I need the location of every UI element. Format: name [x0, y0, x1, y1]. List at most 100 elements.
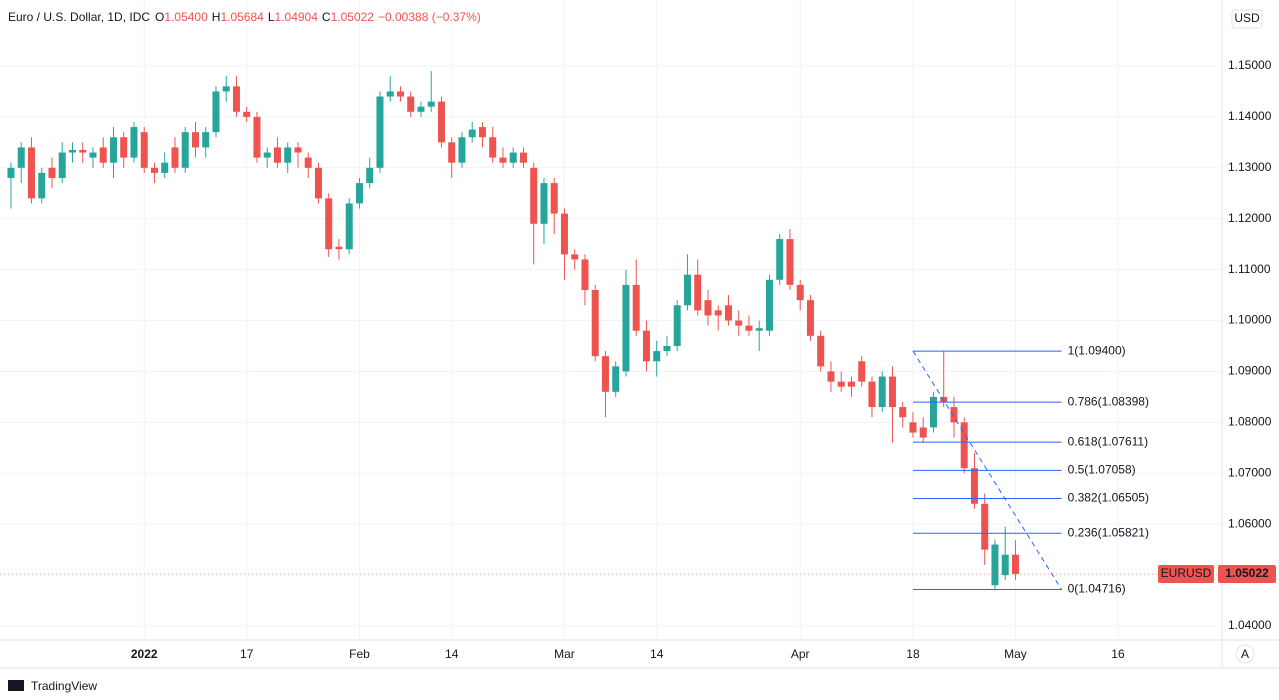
candle-body	[1011, 554, 1019, 574]
ohlc-key: C	[321, 10, 331, 24]
symbol-legend: Euro / U.S. Dollar, 1D, IDC O1.05400 H1.05…	[8, 10, 481, 24]
last-price-label: 1.05022	[1225, 566, 1269, 580]
x-tick-label: 18	[906, 647, 920, 661]
candle-body	[663, 345, 671, 352]
y-tick-label: 1.15000	[1228, 58, 1272, 72]
y-tick-label: 1.13000	[1228, 160, 1272, 174]
candle-body	[714, 310, 722, 316]
candle-body	[458, 137, 466, 163]
ohlc-value: 1.05684	[220, 10, 264, 24]
candle-body	[724, 305, 732, 321]
symbol-tag	[1158, 564, 1214, 583]
candle-body	[704, 300, 712, 316]
candle-body	[448, 142, 456, 163]
x-tick-label: 2022	[131, 647, 158, 661]
candle-body	[386, 91, 394, 97]
fib-retracement: 1(1.09400) 0.786(1.08398) 0.618(1.07611) 0.…	[912, 343, 1149, 596]
candle-body	[960, 422, 968, 469]
candle-body	[109, 137, 117, 163]
candle-body	[991, 544, 999, 586]
candle-body	[981, 503, 989, 550]
candle-body	[683, 274, 691, 306]
x-tick-label: 14	[445, 647, 459, 661]
x-tick-label: Apr	[791, 647, 810, 661]
fib-level-label: 0.382(1.06505)	[1068, 491, 1149, 505]
candle-body	[970, 468, 978, 504]
candle-body	[140, 132, 148, 168]
candle-body	[806, 300, 814, 336]
candle-body	[940, 396, 948, 402]
fib-level-label: 0.5(1.07058)	[1068, 462, 1136, 476]
fib-level-label: 0(1.04716)	[1068, 582, 1126, 596]
candle-body	[694, 274, 702, 311]
x-tick-label: 14	[650, 647, 664, 661]
candle-body	[817, 335, 825, 367]
y-tick-label: 1.04000	[1228, 618, 1272, 632]
y-tick-label: 1.08000	[1228, 415, 1272, 429]
symbol-tag-label: EURUSD	[1161, 566, 1212, 580]
candle-body	[212, 91, 220, 133]
x-tick-label: May	[1004, 647, 1027, 661]
candle-body	[581, 259, 589, 290]
candle-body	[150, 167, 158, 173]
candle-body	[130, 127, 138, 158]
candle-body	[827, 371, 835, 382]
candle-body	[58, 152, 66, 178]
candle-body	[550, 183, 558, 214]
ohlc-value: 1.05022	[330, 10, 374, 24]
candle-body	[478, 127, 486, 138]
candle-body	[837, 381, 845, 387]
candle-body	[489, 137, 497, 158]
candle-body	[929, 396, 937, 428]
candle-body	[642, 330, 650, 362]
candle-body	[499, 157, 507, 163]
candle-body	[68, 149, 76, 153]
candle-body	[396, 91, 404, 97]
candle-body	[468, 129, 476, 138]
candle-body	[519, 152, 527, 163]
x-tick-label: 16	[1111, 647, 1125, 661]
fib-level-label: 0.786(1.08398)	[1068, 394, 1149, 408]
candle-body	[878, 376, 886, 408]
candle-body	[171, 147, 179, 168]
candle-body	[191, 132, 199, 148]
candle-body	[48, 167, 56, 178]
candle-body	[899, 407, 907, 418]
candle-body	[366, 167, 374, 184]
candle-body	[222, 86, 230, 92]
y-tick-label: 1.14000	[1228, 109, 1272, 123]
fib-level-label: 1(1.09400)	[1068, 343, 1126, 357]
x-tick-label: Mar	[554, 647, 575, 661]
candle-body	[571, 254, 579, 260]
last-price-tag	[1218, 564, 1276, 583]
y-tick-label: 1.06000	[1228, 516, 1272, 530]
auto-scale-button[interactable]	[1235, 644, 1255, 664]
candle-body	[765, 279, 773, 331]
tradingview-logo	[8, 680, 24, 691]
y-tick-label: 1.11000	[1228, 262, 1271, 276]
candle-body	[7, 167, 15, 178]
currency-box[interactable]	[1231, 9, 1263, 29]
ohlc-key: H	[211, 10, 221, 24]
candle-body	[601, 356, 609, 392]
candle-body	[509, 152, 517, 163]
candle-body	[796, 284, 804, 301]
currency-label: USD	[1234, 11, 1260, 25]
candles	[7, 71, 1019, 591]
candle-body	[99, 147, 107, 163]
candle-body	[89, 152, 97, 158]
candle-body	[950, 407, 958, 423]
candle-body	[745, 325, 753, 331]
y-tick-label: 1.10000	[1228, 313, 1272, 327]
auto-scale-label: A	[1241, 647, 1249, 661]
fib-level-label: 0.618(1.07611)	[1068, 434, 1149, 448]
candle-body	[560, 213, 568, 255]
brand-label: TradingView	[31, 679, 97, 693]
symbol-title: Euro / U.S. Dollar, 1D, IDC	[8, 10, 151, 24]
candle-body	[909, 422, 917, 433]
candle-body	[673, 305, 681, 346]
candle-body	[407, 96, 415, 112]
grid	[0, 0, 1222, 640]
